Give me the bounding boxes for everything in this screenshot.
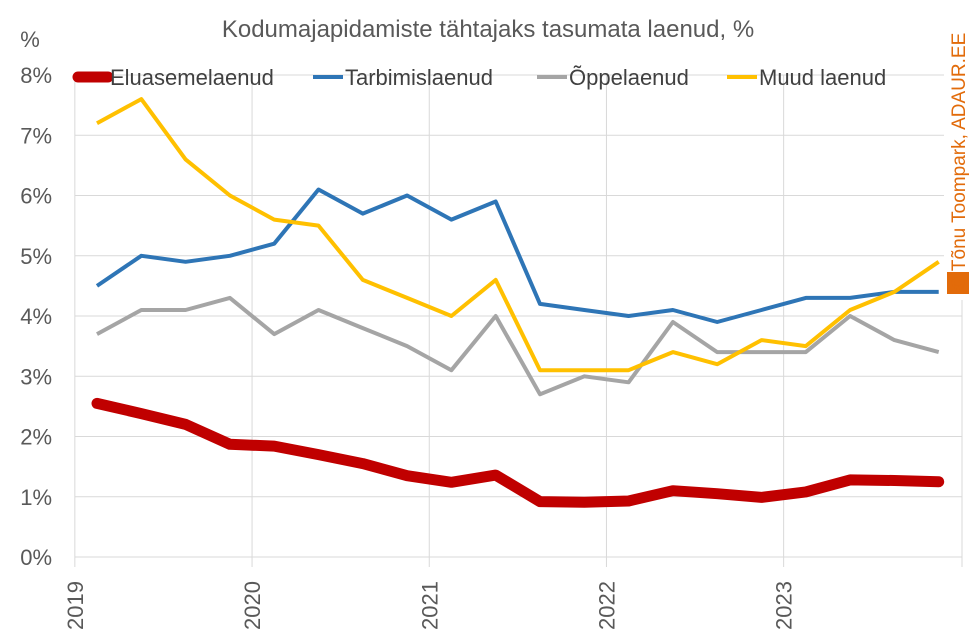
axes: 0% 1% 2% 3% 4% 5% 6% 7% 8% 2019 2020 2021 2022 2023	[20, 63, 962, 630]
y-axis-unit-label: %	[20, 27, 40, 52]
chart-title: Kodumajapidamiste tähtajaks tasumata lae…	[222, 16, 754, 43]
x-tick-label: 2023	[772, 581, 797, 630]
series-line-muud laenud	[96, 97, 940, 373]
legend: Eluasemelaenud Tarbimislaenud Õppelaenud Mu…	[72, 65, 886, 90]
y-tick-label: 3%	[20, 364, 52, 389]
legend-label: Eluasemelaenud	[110, 65, 274, 90]
y-tick-label: 7%	[20, 123, 52, 148]
y-tick-label: 0%	[20, 545, 52, 570]
y-tick-label: 5%	[20, 244, 52, 269]
copyright-badge: © Tõnu Toompark, ADAUR.EE	[944, 0, 977, 300]
y-tick-label: 2%	[20, 425, 52, 450]
x-tick-label: 2021	[417, 581, 442, 630]
x-tick-label: 2020	[240, 581, 265, 630]
y-tick-label: 8%	[20, 63, 52, 88]
legend-label: Tarbimislaenud	[345, 65, 493, 90]
copyright-symbol-box	[947, 272, 969, 294]
series-line-õppelaenud	[96, 295, 940, 397]
copyright-background	[944, 0, 977, 300]
x-tick-label: 2022	[594, 581, 619, 630]
legend-label: Õppelaenud	[569, 65, 689, 90]
y-tick-label: 6%	[20, 184, 52, 209]
copyright-text: © Tõnu Toompark, ADAUR.EE	[949, 33, 970, 290]
series-line-tarbimislaenud	[95, 187, 939, 324]
y-tick-label: 1%	[20, 485, 52, 510]
legend-label: Muud laenud	[759, 65, 886, 90]
y-tick-label: 4%	[20, 304, 52, 329]
series-lines	[91, 97, 945, 508]
series-line-eluasemelaenud	[91, 397, 945, 508]
x-tick-label: 2019	[63, 581, 88, 630]
